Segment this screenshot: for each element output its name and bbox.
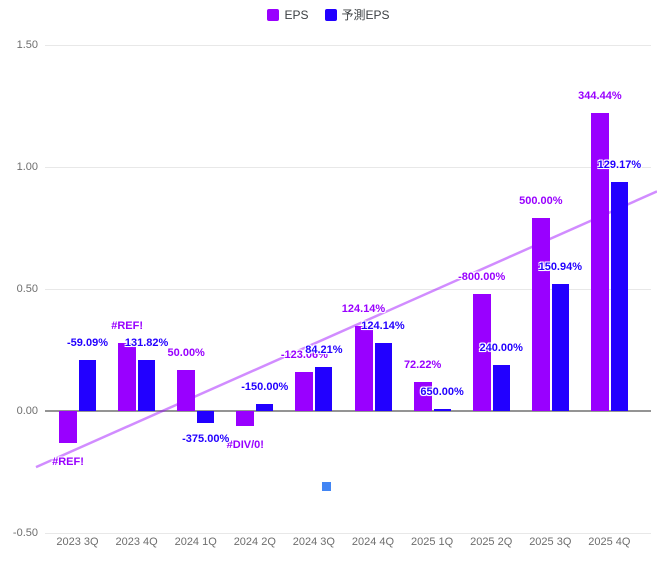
legend-item-eps: EPS: [267, 7, 309, 22]
data-label: -123.06%: [280, 348, 328, 361]
data-label: -59.09%: [67, 336, 108, 349]
data-label: 124.14%: [361, 319, 405, 332]
x-axis-tick-label: 2024 2Q: [233, 536, 276, 548]
eps-bar[interactable]: [354, 325, 373, 411]
data-label: 150.94%: [538, 261, 583, 274]
eps-bar[interactable]: [413, 381, 432, 411]
eps-bar[interactable]: [118, 342, 137, 411]
y-axis-tick-label: 1.50: [16, 39, 38, 51]
x-axis-tick-label: 2025 4Q: [588, 536, 631, 548]
forecast-eps-bar[interactable]: [433, 408, 451, 411]
data-label: 344.44%: [578, 90, 622, 103]
data-label: #DIV/0!: [226, 438, 264, 451]
gridline: [45, 533, 651, 534]
gridline: [45, 167, 651, 168]
legend-label: EPS: [284, 7, 309, 22]
data-label: 240.00%: [479, 341, 523, 354]
data-label: #REF!: [52, 455, 84, 468]
x-axis-tick-label: 2024 3Q: [292, 536, 335, 548]
eps-bar[interactable]: [177, 369, 196, 411]
x-axis-tick-label: 2023 3Q: [56, 536, 99, 548]
x-axis-tick-label: 2025 1Q: [410, 536, 454, 548]
legend-swatch-icon: [324, 8, 337, 21]
forecast-eps-bar[interactable]: [79, 359, 96, 411]
y-axis-tick-label: 1.00: [16, 161, 38, 173]
data-label: 650.00%: [420, 385, 464, 398]
data-label: 50.00%: [167, 346, 205, 359]
chart-legend: EPS 予測EPS: [0, 6, 657, 23]
data-label: #REF!: [111, 319, 143, 332]
x-axis-tick-label: 2024 1Q: [174, 536, 217, 548]
forecast-eps-bar[interactable]: [374, 342, 392, 411]
eps-bar[interactable]: [295, 371, 314, 411]
forecast-eps-bar[interactable]: [492, 364, 510, 411]
legend-label: 予測EPS: [341, 8, 390, 22]
data-label: 84.21%: [305, 344, 343, 357]
eps-bar[interactable]: [472, 293, 491, 411]
x-axis-tick-label: 2023 4Q: [115, 536, 158, 548]
data-label: 124.14%: [341, 302, 386, 315]
forecast-eps-bar[interactable]: [315, 367, 333, 411]
x-axis-tick-label: 2025 2Q: [470, 536, 513, 548]
y-axis-tick-label: 0.00: [16, 405, 38, 417]
forecast-eps-bar[interactable]: [256, 403, 274, 411]
gridline: [45, 289, 651, 290]
outlier-point[interactable]: [322, 482, 332, 492]
forecast-eps-bar[interactable]: [138, 359, 156, 411]
data-label: -375.00%: [182, 433, 230, 446]
eps-bar[interactable]: [531, 218, 550, 411]
zero-baseline: [45, 410, 651, 412]
data-label: -150.00%: [241, 380, 289, 393]
forecast-eps-bar[interactable]: [610, 181, 628, 411]
forecast-eps-bar[interactable]: [551, 284, 569, 411]
eps-bar[interactable]: [590, 113, 609, 411]
y-axis-tick-label: 0.50: [16, 283, 38, 295]
x-axis-tick-label: 2025 3Q: [529, 536, 572, 548]
y-axis-tick-label: -0.50: [12, 527, 38, 539]
legend-item-forecast-eps: 予測EPS: [324, 6, 390, 23]
forecast-eps-bar[interactable]: [197, 411, 215, 424]
data-label: 129.17%: [597, 158, 642, 171]
legend-swatch-icon: [267, 8, 280, 21]
data-label: 131.82%: [124, 336, 169, 349]
eps-bar[interactable]: [236, 411, 255, 426]
gridline: [45, 45, 651, 46]
eps-bar[interactable]: [59, 411, 77, 443]
x-axis-tick-label: 2024 4Q: [351, 536, 395, 548]
data-label: 500.00%: [519, 195, 563, 208]
data-label: 72.22%: [403, 358, 442, 371]
data-label: -800.00%: [458, 270, 506, 283]
